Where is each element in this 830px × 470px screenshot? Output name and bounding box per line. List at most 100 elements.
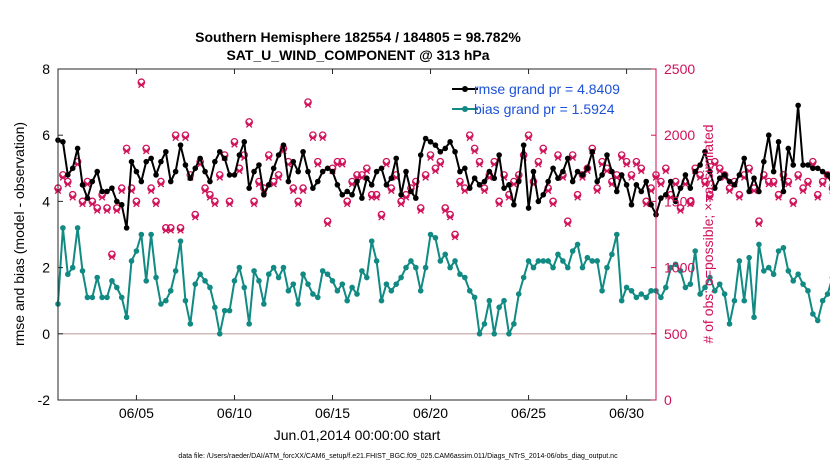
bias-point	[432, 235, 439, 241]
y2-tick-label: 2500	[664, 61, 695, 77]
obs-assimilated-point	[309, 134, 317, 142]
rmse-point	[280, 142, 287, 148]
obs-assimilated-point	[549, 200, 557, 208]
bias-point	[94, 274, 101, 281]
bias-point	[618, 297, 625, 304]
rmse-point	[569, 178, 576, 185]
legend-bias-label: bias grand pr = 1.5924	[474, 101, 615, 117]
obs-assimilated-point	[402, 194, 410, 201]
rmse-point	[192, 165, 199, 172]
rmse-point	[197, 155, 203, 162]
rmse-point	[383, 182, 390, 188]
bias-point	[736, 258, 743, 264]
rmse-point	[123, 225, 130, 231]
bias-point	[560, 258, 566, 264]
obs-assimilated-point	[540, 147, 547, 155]
rmse-point	[726, 178, 733, 185]
bias-point	[716, 281, 723, 287]
bias-point	[682, 284, 689, 291]
bias-point	[442, 251, 449, 258]
bias-point	[707, 274, 713, 281]
obs-assimilated-point	[687, 200, 694, 208]
obs-assimilated-point	[461, 187, 469, 195]
rmse-point	[319, 168, 326, 175]
rmse-point	[511, 201, 517, 208]
rmse-point	[550, 165, 556, 172]
rmse-point	[638, 188, 645, 195]
rmse-point	[623, 182, 630, 188]
bias-point	[280, 264, 287, 271]
rmse-point	[314, 178, 321, 185]
rmse-point	[310, 185, 316, 191]
obs-assimilated-point	[201, 187, 209, 195]
rmse-point	[775, 139, 782, 145]
bias-point	[118, 294, 125, 301]
obs-assimilated-point	[172, 134, 179, 142]
rmse-point	[584, 165, 591, 172]
bias-point	[182, 297, 189, 304]
rmse-point	[339, 191, 346, 198]
bias-point	[388, 287, 395, 294]
chart-title: Southern Hemisphere 182554 / 184805 = 98…	[195, 29, 521, 45]
rmse-point	[819, 168, 826, 175]
bias-point	[663, 284, 669, 291]
obs-assimilated-point	[226, 200, 233, 208]
x-tick-label: 06/05	[119, 405, 154, 421]
rmse-point	[486, 168, 493, 175]
x-tick-label: 06/15	[315, 405, 350, 421]
bias-point	[721, 291, 728, 297]
bias-point	[324, 271, 331, 278]
rmse-point	[329, 168, 336, 175]
rmse-point	[462, 165, 468, 172]
bias-point	[677, 268, 684, 274]
obs-assimilated-point	[628, 174, 635, 181]
obs-assimilated-point	[98, 194, 106, 201]
obs-assimilated-point	[535, 161, 542, 168]
rmse-point	[609, 168, 615, 175]
obs-assimilated-point	[672, 180, 679, 188]
bias-point	[305, 281, 311, 287]
bias-point	[246, 321, 252, 327]
legend-rmse-label: rmse grand pr = 4.8409	[474, 81, 620, 97]
obs-assimilated-point	[84, 180, 91, 188]
rmse-point	[633, 182, 640, 188]
obs-assimilated-point	[804, 180, 812, 188]
y2-tick-label: 1000	[664, 260, 695, 276]
rmse-point	[594, 178, 600, 185]
bias-point	[481, 321, 488, 327]
rmse-point	[138, 178, 145, 185]
rmse-point	[143, 158, 150, 165]
obs-assimilated-point	[633, 161, 640, 168]
rmse-point	[118, 201, 125, 208]
bias-point	[613, 231, 620, 238]
bias-point	[579, 264, 586, 271]
bias-point	[452, 258, 458, 264]
rmse-point	[212, 158, 218, 165]
y2-tick-label: 0	[664, 392, 672, 408]
obs-assimilated-point	[471, 147, 478, 155]
obs-assimilated-point	[750, 187, 758, 195]
bias-point	[491, 331, 498, 337]
bias-point	[104, 294, 110, 301]
rmse-point	[408, 188, 414, 195]
bias-point	[133, 248, 140, 254]
rmse-point	[251, 168, 257, 175]
bias-point	[790, 278, 797, 284]
bias-point	[702, 284, 708, 291]
bias-point	[643, 294, 649, 301]
bias-point	[501, 297, 507, 304]
rmse-point	[697, 162, 703, 168]
bias-point	[192, 281, 199, 287]
obs-assimilated-point	[113, 207, 121, 214]
bias-point	[437, 258, 444, 264]
rmse-point	[368, 182, 375, 188]
obs-assimilated-point	[613, 174, 621, 181]
bias-point	[628, 287, 635, 294]
rmse-point	[437, 148, 444, 155]
bias-point	[535, 258, 542, 264]
rmse-point	[545, 178, 551, 185]
rmse-point	[721, 172, 728, 178]
obs-assimilated-point	[726, 187, 733, 195]
bias-point	[726, 321, 733, 327]
obs-assimilated-point	[476, 161, 483, 168]
